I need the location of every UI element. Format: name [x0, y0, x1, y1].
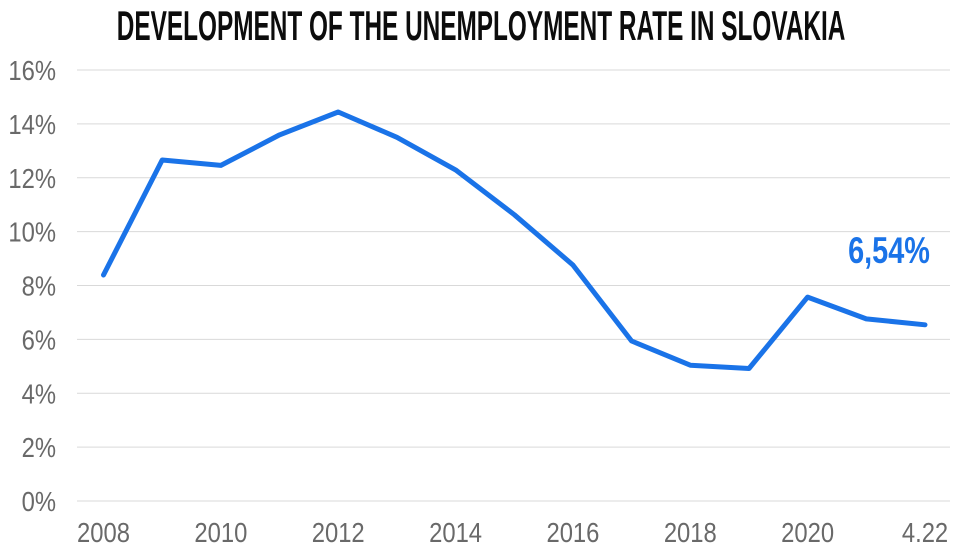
y-axis-tick-label: 10%: [8, 216, 56, 248]
x-axis-tick-label: 2018: [664, 516, 717, 548]
y-axis-tick-label: 8%: [22, 270, 56, 302]
x-axis-tick-label: 2020: [781, 516, 834, 548]
x-axis-tick-label: 2008: [77, 516, 130, 548]
latest-value-data-label: 6,54%: [848, 230, 930, 271]
y-axis-tick-label: 4%: [22, 377, 56, 409]
y-axis-tick-label: 0%: [22, 485, 56, 517]
y-axis-tick-label: 6%: [22, 324, 56, 356]
y-axis-tick-label: 2%: [22, 431, 56, 463]
chart-title-row: DEVELOPMENT OF THE UNEMPLOYMENT RATE IN …: [0, 4, 962, 48]
x-axis-tick-label: 2010: [194, 516, 247, 548]
y-axis-tick-label: 12%: [8, 162, 56, 194]
x-axis-tick-label: 4.22: [902, 516, 948, 548]
x-axis-tick-label: 2012: [312, 516, 365, 548]
unemployment-rate-line: [101, 109, 928, 371]
x-axis-tick-label: 2016: [546, 516, 599, 548]
y-axis-tick-label: 16%: [8, 54, 56, 86]
chart-title: DEVELOPMENT OF THE UNEMPLOYMENT RATE IN …: [116, 2, 846, 49]
x-axis-tick-label: 2014: [429, 516, 482, 548]
y-axis-tick-label: 14%: [8, 108, 56, 140]
